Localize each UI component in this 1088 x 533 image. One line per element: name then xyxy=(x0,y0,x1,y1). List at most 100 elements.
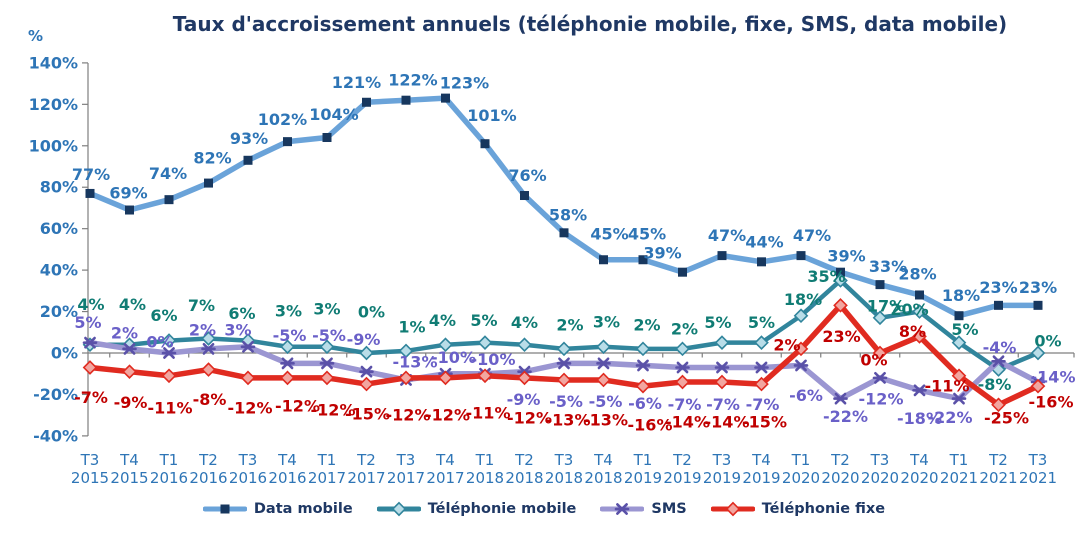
data-point-marker-asterisk xyxy=(201,342,216,355)
data-point-marker-diamond xyxy=(635,341,651,357)
data-label: 18% xyxy=(784,290,822,309)
legend-marker-asterisk xyxy=(600,503,645,515)
data-label: 104% xyxy=(309,105,358,124)
data-label: 23% xyxy=(822,327,860,346)
data-point-marker-asterisk xyxy=(161,347,177,359)
data-label: 3% xyxy=(224,320,251,339)
data-point-marker-square xyxy=(125,205,134,215)
data-label: 4% xyxy=(119,295,146,314)
x-axis-tick-label: T2 2017 xyxy=(347,451,385,487)
legend-item-telephonie-fixe: Téléphonie fixe xyxy=(710,501,885,517)
data-label: 2% xyxy=(111,323,138,342)
data-point-marker-diamond xyxy=(280,339,295,355)
data-label: 77% xyxy=(72,165,110,184)
x-axis-tick-label: T4 2020 xyxy=(900,451,938,487)
data-label: 44% xyxy=(745,232,783,251)
data-label: -12% xyxy=(275,396,320,415)
data-point-marker-square xyxy=(1033,300,1043,310)
x-axis-tick-label: T1 2021 xyxy=(940,451,978,487)
data-label: -4% xyxy=(983,338,1017,357)
x-axis-tick-label: T3 2021 xyxy=(1019,451,1057,487)
x-axis-tick-label: T2 2018 xyxy=(505,451,543,487)
data-point-marker-square xyxy=(441,93,450,103)
data-label: 123% xyxy=(440,74,489,93)
data-label: -11% xyxy=(466,403,511,422)
data-point-marker-asterisk xyxy=(912,384,927,397)
data-label: 82% xyxy=(193,149,231,168)
data-label: -6% xyxy=(628,394,662,413)
data-label: -5% xyxy=(589,392,623,411)
data-point-marker-diamond xyxy=(161,368,177,384)
data-label: 74% xyxy=(149,164,187,183)
data-label: 45% xyxy=(590,224,628,243)
x-axis-tick-label: T1 2016 xyxy=(150,451,188,487)
x-axis-tick-label: T3 2019 xyxy=(703,451,741,487)
data-point-marker-asterisk xyxy=(615,503,630,515)
data-point-marker-diamond xyxy=(991,397,1006,413)
data-label: 17% xyxy=(867,296,905,315)
x-axis-tick-label: T2 2021 xyxy=(979,451,1017,487)
data-point-marker-square xyxy=(362,97,371,107)
data-point-marker-diamond xyxy=(793,341,809,357)
legend-label: SMS xyxy=(651,501,687,517)
data-point-marker-diamond xyxy=(754,335,769,350)
data-point-marker-diamond xyxy=(201,362,216,377)
y-axis-tick-label: 120% xyxy=(29,95,78,114)
data-point-marker-diamond xyxy=(833,298,848,313)
data-point-marker-diamond xyxy=(714,335,730,350)
data-label: 101% xyxy=(467,106,516,125)
data-point-marker-diamond xyxy=(438,337,453,353)
data-point-marker-asterisk xyxy=(675,361,690,374)
data-point-marker-asterisk xyxy=(359,365,374,378)
data-point-marker-square xyxy=(85,188,95,198)
data-point-marker-diamond xyxy=(1030,345,1046,361)
x-axis-tick-label: T2 2016 xyxy=(189,451,227,487)
data-point-marker-diamond xyxy=(675,341,690,357)
x-axis-tick-label: T3 2018 xyxy=(545,451,583,487)
data-point-marker-asterisk xyxy=(833,392,848,405)
x-axis-tick-label: T3 2015 xyxy=(71,451,109,487)
x-axis-tick-label: T1 2017 xyxy=(308,451,346,487)
data-point-marker-square xyxy=(599,255,608,265)
data-point-marker-diamond xyxy=(596,372,611,388)
data-label: -14% xyxy=(705,413,750,432)
y-axis-unit-label: % xyxy=(28,27,44,45)
data-point-marker-diamond xyxy=(161,333,177,348)
data-label: 3% xyxy=(313,299,340,318)
x-axis-tick-label: T1 2018 xyxy=(466,451,504,487)
data-point-marker-asterisk xyxy=(991,355,1006,368)
data-label: 8% xyxy=(899,322,926,341)
y-axis-tick-label: 80% xyxy=(40,178,78,197)
data-point-marker-asterisk xyxy=(556,357,572,370)
legend-label: Téléphonie mobile xyxy=(427,501,577,517)
data-label: -15% xyxy=(742,413,787,432)
data-point-marker-diamond xyxy=(517,370,532,386)
legend-marker-diamond xyxy=(710,501,755,517)
data-label: 0% xyxy=(860,351,887,370)
data-label: -18% xyxy=(897,409,942,428)
data-label: -11% xyxy=(925,376,970,395)
data-label: 33% xyxy=(869,257,907,276)
data-label: 2% xyxy=(556,315,583,334)
data-point-marker-square xyxy=(401,95,411,105)
data-label: -12% xyxy=(386,405,431,424)
data-label: 18% xyxy=(942,286,980,305)
y-axis-tick-label: 60% xyxy=(40,219,78,238)
x-axis-tick-label: T3 2020 xyxy=(861,451,899,487)
data-label: -6% xyxy=(789,386,823,405)
data-label: 0% xyxy=(146,333,173,352)
data-point-marker-diamond xyxy=(596,339,611,355)
x-axis-tick-label: T4 2018 xyxy=(584,451,622,487)
x-axis-tick-label: T3 2017 xyxy=(387,451,425,487)
data-point-marker-square xyxy=(717,251,727,261)
x-axis-tick-label: T4 2016 xyxy=(268,451,306,487)
data-point-marker-diamond xyxy=(872,310,888,326)
data-label: 93% xyxy=(230,129,268,148)
data-point-marker-square xyxy=(954,311,964,321)
data-label: -9% xyxy=(114,393,148,412)
data-point-marker-square xyxy=(220,504,230,514)
data-label: -22% xyxy=(928,408,973,427)
data-label: -13% xyxy=(583,410,628,429)
data-label: 5% xyxy=(951,320,978,339)
data-point-marker-diamond xyxy=(201,331,216,346)
